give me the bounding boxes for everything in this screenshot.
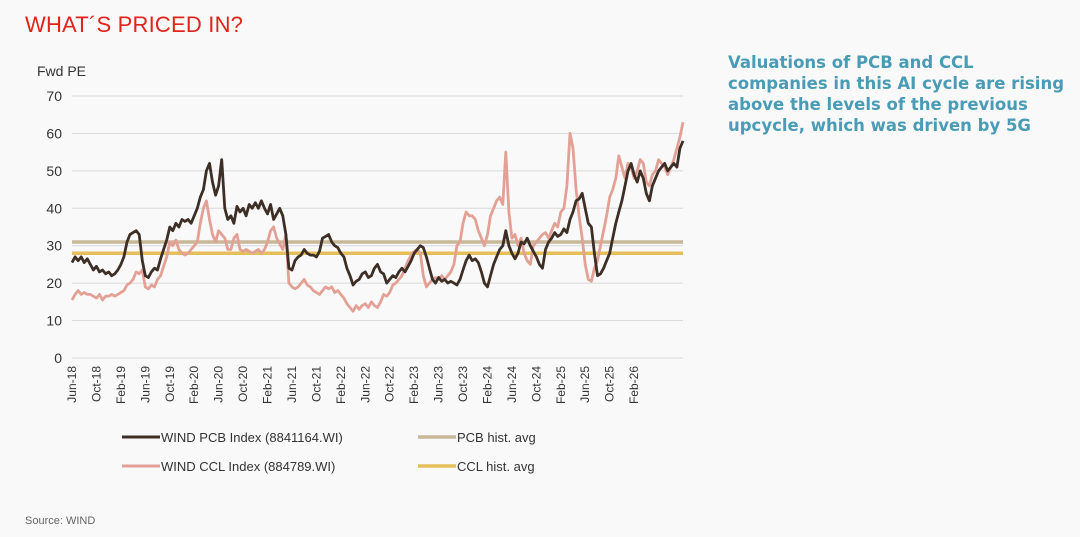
x-tick-label: Feb-21 xyxy=(261,366,275,404)
x-tick-label: Oct-22 xyxy=(383,366,397,402)
y-tick-label: 40 xyxy=(46,200,62,216)
x-tick-label: Jun-21 xyxy=(285,366,299,403)
x-tick-label: Jun-18 xyxy=(65,366,79,403)
x-tick-label: Jun-25 xyxy=(578,366,592,403)
x-tick-label: Oct-21 xyxy=(309,366,323,402)
x-tick-label: Jun-23 xyxy=(432,366,446,403)
x-tick-label: Feb-19 xyxy=(114,366,128,404)
ccl-series-line xyxy=(70,121,685,313)
x-tick-label: Feb-22 xyxy=(334,366,348,404)
series-lines xyxy=(70,121,685,313)
legend-label-pcb_avg: PCB hist. avg xyxy=(457,430,536,445)
pcb-series-line xyxy=(70,140,685,289)
y-tick-label: 50 xyxy=(46,163,62,179)
x-tick-label: Jun-20 xyxy=(212,366,226,403)
legend-label-pcb: WIND PCB Index (8841164.WI) xyxy=(161,430,343,445)
y-tick-label: 60 xyxy=(46,125,62,141)
x-tick-label: Jun-22 xyxy=(358,366,372,403)
y-axis-ticks: 0 10 20 30 40 50 60 70 xyxy=(46,88,62,366)
annotation-text: Valuations of PCB and CCL companies in t… xyxy=(728,53,1065,135)
x-tick-label: Feb-23 xyxy=(407,366,421,404)
x-tick-label: Feb-25 xyxy=(554,366,568,404)
y-tick-label: 20 xyxy=(46,275,62,291)
source-note: Source: WIND xyxy=(25,515,96,527)
x-tick-label: Oct-25 xyxy=(603,366,617,402)
x-tick-label: Oct-20 xyxy=(236,366,250,402)
legend-label-ccl_avg: CCL hist. avg xyxy=(457,459,535,474)
x-tick-label: Oct-19 xyxy=(163,366,177,402)
x-tick-label: Oct-23 xyxy=(456,366,470,402)
x-tick-label: Jun-24 xyxy=(505,366,519,403)
legend: WIND PCB Index (8841164.WI) PCB hist. avg… xyxy=(122,430,536,474)
x-tick-label: Feb-24 xyxy=(480,366,494,404)
x-tick-label: Oct-24 xyxy=(529,366,543,402)
x-tick-label: Jun-19 xyxy=(138,366,152,403)
y-tick-label: 30 xyxy=(46,238,62,254)
x-axis-ticks: Jun-18 Oct-18 Feb-19 Jun-19 Oct-19 Feb-20 Jun-… xyxy=(65,366,641,404)
y-tick-label: 10 xyxy=(46,313,62,329)
x-tick-label: Feb-26 xyxy=(627,366,641,404)
legend-label-ccl: WIND CCL Index (884789.WI) xyxy=(161,459,335,474)
x-tick-label: Feb-20 xyxy=(187,366,201,404)
y-axis-label: Fwd PE xyxy=(37,63,86,79)
y-tick-label: 0 xyxy=(54,350,62,366)
chart-title: WHAT´S PRICED IN? xyxy=(25,12,244,37)
y-tick-label: 70 xyxy=(46,88,62,104)
x-tick-label: Oct-18 xyxy=(89,366,103,402)
